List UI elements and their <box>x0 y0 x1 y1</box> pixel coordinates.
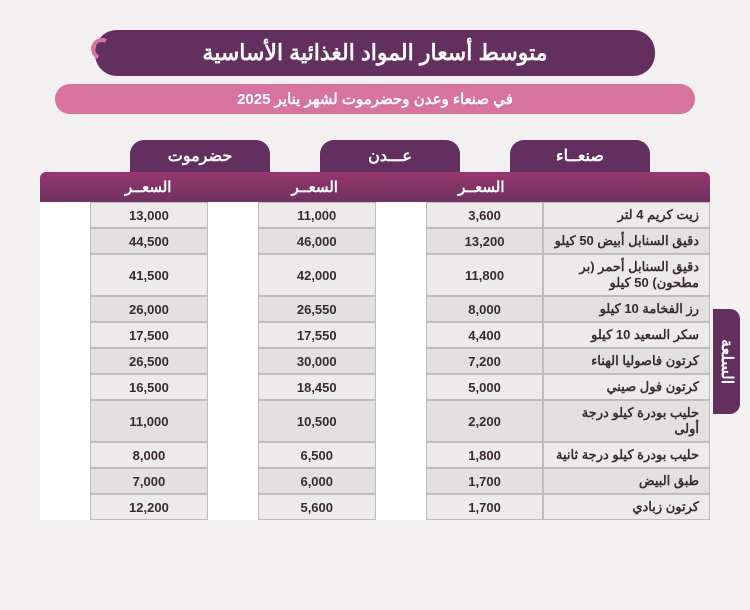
table-row: سكر السعيد 10 كيلو4,400 17,550 17,500 <box>40 322 710 348</box>
price-value: 18,450 <box>258 374 376 400</box>
price-value: 11,000 <box>90 400 208 442</box>
table-row: حليب بودرة كيلو درجة ثانية1,800 6,500 8,00… <box>40 442 710 468</box>
price-value: 13,000 <box>90 202 208 228</box>
city-header-hadramout: حضرموت <box>130 140 270 172</box>
table-row: طبق البيض1,700 6,000 7,000 <box>40 468 710 494</box>
subtitle: في صنعاء وعدن وحضرموت لشهر يناير 2025 <box>55 84 695 114</box>
price-value: 8,000 <box>426 296 544 322</box>
city-header-aden: عـــدن <box>320 140 460 172</box>
table-row: كرتون زبادي1,700 5,600 12,200 <box>40 494 710 520</box>
price-value: 44,500 <box>90 228 208 254</box>
price-subheader: - السعــر السعــر السعــر <box>40 172 710 202</box>
table-row: حليب بودرة كيلو درجة أولى2,200 10,500 11,0… <box>40 400 710 442</box>
table-row: كرتون فاصوليا الهناء7,200 30,000 26,500 <box>40 348 710 374</box>
price-value: 1,800 <box>426 442 544 468</box>
price-value: 11,800 <box>426 254 544 296</box>
table-row: دقيق السنابل أبيض 50 كيلو13,200 46,000 44,… <box>40 228 710 254</box>
price-head-3: السعــر <box>90 172 207 202</box>
item-name: حليب بودرة كيلو درجة ثانية <box>543 442 710 468</box>
price-value: 41,500 <box>90 254 208 296</box>
price-value: 26,500 <box>90 348 208 374</box>
price-table: السلعة صنعــاء عـــدن حضرموت - السعــر ا… <box>40 140 710 520</box>
item-name: زيت كريم 4 لتر <box>543 202 710 228</box>
item-name: دقيق السنابل أبيض 50 كيلو <box>543 228 710 254</box>
item-name: حليب بودرة كيلو درجة أولى <box>543 400 710 442</box>
table-body: زيت كريم 4 لتر3,60011,00013,000دقيق السن… <box>40 202 710 520</box>
price-value: 6,000 <box>258 468 376 494</box>
table-row: دقيق السنابل أحمر (بر مطحون) 50 كيلو11,8… <box>40 254 710 296</box>
table-row: كرتون فول صيني5,000 18,450 16,500 <box>40 374 710 400</box>
item-name: كرتون فول صيني <box>543 374 710 400</box>
price-value: 5,000 <box>426 374 544 400</box>
price-value: 8,000 <box>90 442 208 468</box>
item-name: كرتون زبادي <box>543 494 710 520</box>
price-value: 17,550 <box>258 322 376 348</box>
price-value: 7,200 <box>426 348 544 374</box>
price-value: 6,500 <box>258 442 376 468</box>
price-head-1: السعــر <box>423 172 540 202</box>
table-row: رز الفخامة 10 كيلو8,000 26,550 26,000 <box>40 296 710 322</box>
price-value: 13,200 <box>426 228 544 254</box>
city-headers: صنعــاء عـــدن حضرموت <box>40 140 710 172</box>
main-title: متوسط أسعار المواد الغذائية الأساسية <box>95 30 655 76</box>
price-head-2: السعــر <box>257 172 374 202</box>
price-value: 1,700 <box>426 494 544 520</box>
price-value: 12,200 <box>90 494 208 520</box>
item-name: دقيق السنابل أحمر (بر مطحون) 50 كيلو <box>543 254 710 296</box>
item-name: طبق البيض <box>543 468 710 494</box>
price-value: 1,700 <box>426 468 544 494</box>
price-value: 4,400 <box>426 322 544 348</box>
price-value: 16,500 <box>90 374 208 400</box>
price-value: 17,500 <box>90 322 208 348</box>
price-value: 10,500 <box>258 400 376 442</box>
price-value: 5,600 <box>258 494 376 520</box>
price-value: 2,200 <box>426 400 544 442</box>
table-row: زيت كريم 4 لتر3,600 11,000 13,000 <box>40 202 710 228</box>
item-name: رز الفخامة 10 كيلو <box>543 296 710 322</box>
price-value: 42,000 <box>258 254 376 296</box>
price-value: 26,000 <box>90 296 208 322</box>
price-value: 26,550 <box>258 296 376 322</box>
city-header-sanaa: صنعــاء <box>510 140 650 172</box>
side-label: السلعة <box>713 309 740 414</box>
item-name: سكر السعيد 10 كيلو <box>543 322 710 348</box>
price-value: 3,600 <box>426 202 544 228</box>
item-name: كرتون فاصوليا الهناء <box>543 348 710 374</box>
price-value: 7,000 <box>90 468 208 494</box>
price-value: 46,000 <box>258 228 376 254</box>
price-value: 30,000 <box>258 348 376 374</box>
price-value: 11,000 <box>258 202 376 228</box>
